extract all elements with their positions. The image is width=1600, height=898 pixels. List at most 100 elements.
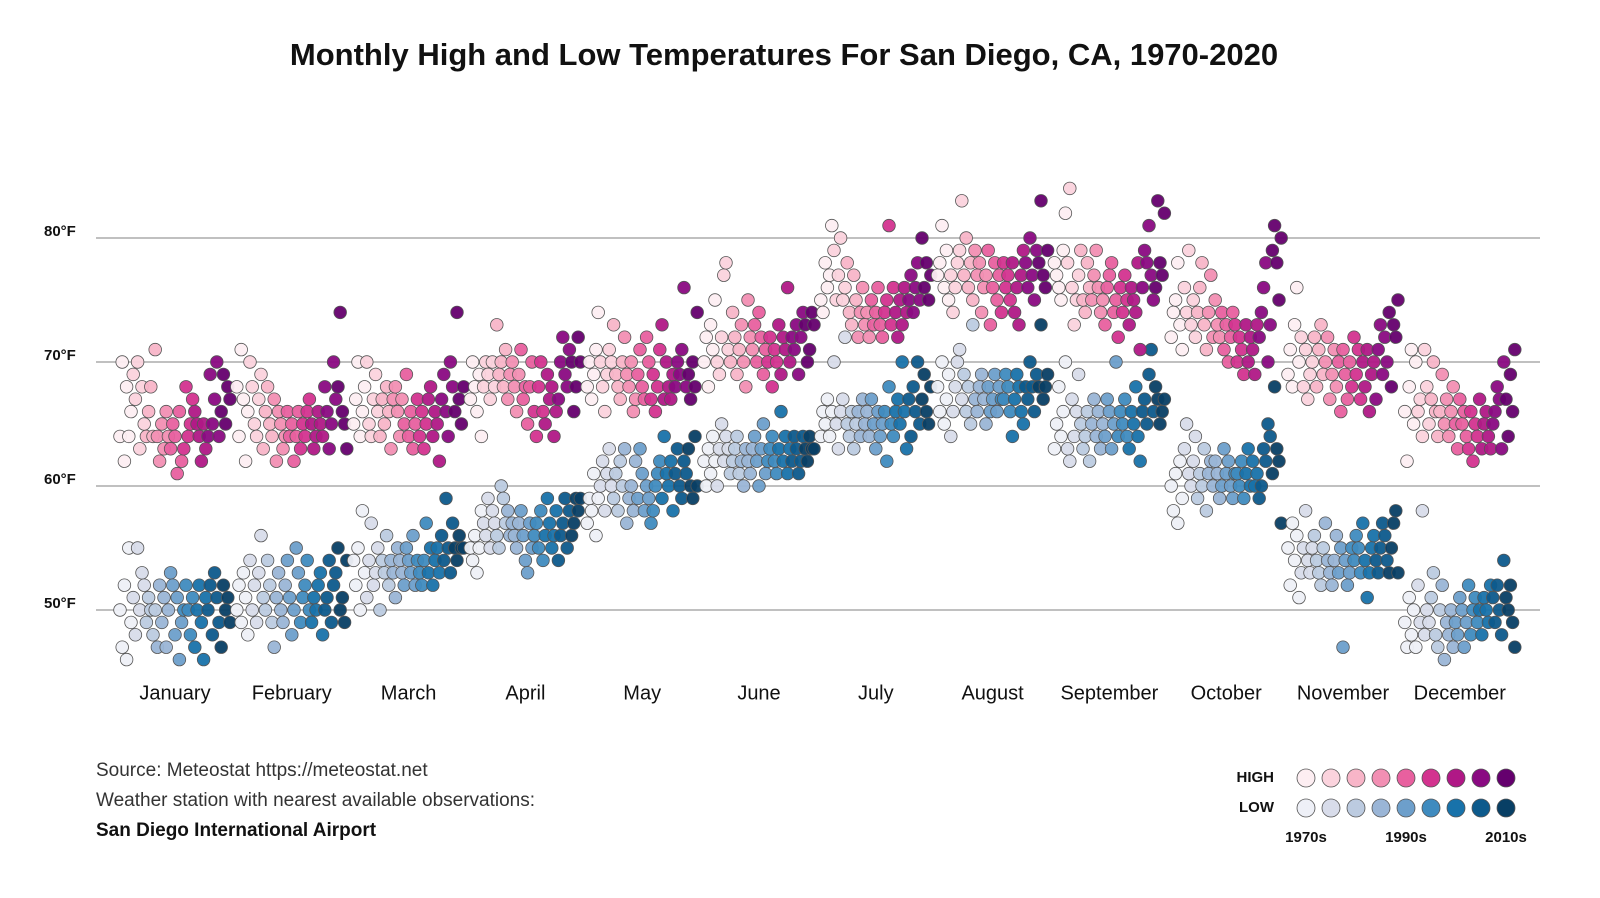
- point: [955, 194, 969, 208]
- point: [152, 454, 167, 468]
- point: [595, 454, 610, 468]
- point: [966, 293, 980, 307]
- point: [415, 404, 429, 419]
- point: [1058, 355, 1073, 369]
- point: [1342, 355, 1357, 369]
- point: [163, 442, 178, 456]
- point: [434, 392, 449, 406]
- point: [126, 590, 140, 605]
- point: [1171, 256, 1185, 270]
- point: [423, 380, 438, 394]
- point: [307, 442, 321, 456]
- point: [666, 504, 680, 518]
- point: [315, 628, 330, 642]
- point: [465, 553, 480, 568]
- point: [549, 504, 563, 518]
- point: [950, 256, 965, 270]
- point: [346, 553, 361, 568]
- point: [1146, 293, 1161, 307]
- point: [1007, 305, 1022, 320]
- point: [1182, 243, 1196, 258]
- point: [730, 367, 744, 382]
- point: [1049, 417, 1064, 431]
- point: [179, 380, 193, 394]
- point: [1208, 293, 1222, 307]
- point: [1283, 578, 1297, 592]
- point: [906, 305, 920, 320]
- point: [443, 566, 458, 580]
- point: [289, 541, 303, 555]
- point: [291, 566, 306, 580]
- point: [529, 516, 544, 530]
- point: [1096, 293, 1110, 307]
- point: [1461, 442, 1476, 456]
- point: [1389, 330, 1403, 344]
- point: [298, 578, 312, 592]
- point: [516, 392, 530, 406]
- point: [174, 615, 189, 630]
- point: [935, 355, 949, 369]
- point: [820, 392, 835, 406]
- point: [1402, 380, 1416, 394]
- point: [1351, 541, 1366, 555]
- point: [549, 404, 563, 419]
- point: [648, 479, 663, 493]
- point: [1439, 392, 1454, 406]
- point: [1490, 380, 1504, 394]
- point: [1499, 590, 1513, 605]
- point: [1437, 652, 1452, 667]
- point: [1208, 454, 1222, 468]
- point: [1254, 479, 1269, 493]
- point: [205, 417, 220, 431]
- point: [315, 429, 330, 444]
- point: [1494, 628, 1509, 642]
- point: [1034, 318, 1048, 332]
- point: [869, 442, 883, 456]
- point: [642, 491, 656, 506]
- point: [1409, 640, 1423, 654]
- point: [207, 566, 222, 580]
- point: [560, 541, 574, 555]
- point: [1250, 318, 1264, 332]
- point: [267, 392, 281, 406]
- point: [1065, 392, 1079, 406]
- point: [1325, 578, 1339, 592]
- point: [580, 380, 594, 394]
- legend-label: HIGH: [1237, 769, 1275, 786]
- point: [990, 404, 1004, 419]
- point: [708, 293, 722, 307]
- legend-swatch: [1471, 768, 1491, 788]
- point: [1307, 330, 1322, 344]
- point: [326, 355, 341, 369]
- point: [681, 442, 696, 456]
- point: [1294, 330, 1308, 344]
- point: [1186, 293, 1200, 307]
- point: [159, 404, 173, 419]
- point: [670, 355, 685, 369]
- point: [730, 429, 744, 444]
- legend-swatch: [1396, 798, 1416, 818]
- point: [895, 318, 909, 332]
- point: [562, 342, 577, 357]
- point: [1175, 491, 1189, 506]
- point: [1384, 380, 1399, 394]
- point: [119, 652, 134, 667]
- point: [247, 578, 262, 592]
- point: [613, 392, 627, 406]
- point: [1087, 268, 1101, 282]
- point: [1426, 355, 1441, 369]
- point: [1016, 243, 1031, 258]
- point: [1023, 231, 1037, 245]
- point: [437, 367, 451, 382]
- point: [1422, 615, 1436, 630]
- point: [174, 454, 189, 468]
- point: [452, 392, 466, 406]
- point: [1157, 392, 1172, 406]
- point: [1274, 516, 1288, 530]
- point: [899, 442, 914, 456]
- point: [1431, 640, 1445, 654]
- point: [1287, 553, 1302, 568]
- point: [179, 578, 193, 592]
- point: [450, 305, 464, 320]
- point: [388, 380, 403, 394]
